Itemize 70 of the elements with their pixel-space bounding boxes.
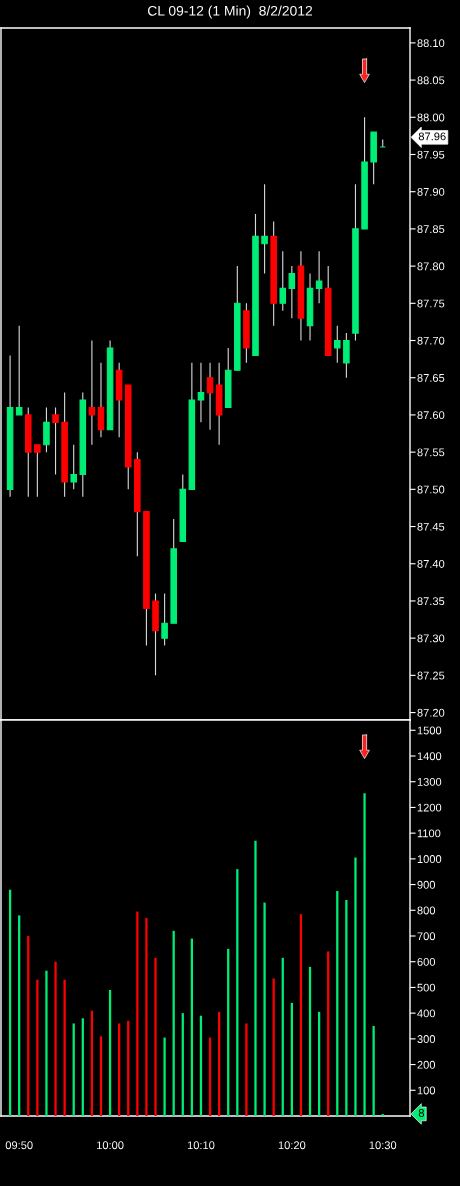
bar <box>163 1037 166 1116</box>
x-tick-label: 10:20 <box>278 1141 306 1150</box>
y-tick-label: 87.80 <box>417 262 445 271</box>
bar <box>254 840 257 1116</box>
chart-title: CL 09-12 (1 Min) 8/2/2012 <box>147 5 313 19</box>
candlestick <box>70 444 77 490</box>
y-tick-label: 87.40 <box>417 560 445 568</box>
y-tick-label: 87.95 <box>417 150 445 159</box>
bar <box>145 918 148 1116</box>
y-tick-label: 87.45 <box>417 522 445 531</box>
x-tick-label: 10:00 <box>97 1141 124 1150</box>
y-tick-label: 500 <box>417 983 436 992</box>
y-tick-label: 600 <box>417 957 436 966</box>
y-tick-label: 88.05 <box>417 76 445 85</box>
y-tick-label: 100 <box>417 1086 436 1095</box>
y-tick-label: 87.20 <box>417 708 445 717</box>
y-tick-label: 400 <box>417 1009 436 1018</box>
bar <box>363 793 366 1116</box>
y-tick-label: 87.60 <box>417 411 445 420</box>
x-tick-label: 10:10 <box>187 1141 215 1150</box>
bar <box>345 900 348 1116</box>
bar <box>263 902 266 1116</box>
candlestick <box>52 406 59 476</box>
y-tick-label: 87.35 <box>417 597 445 606</box>
candlestick <box>334 325 341 364</box>
candlestick <box>261 183 268 275</box>
candlestick <box>88 339 96 446</box>
y-tick-label: 87.70 <box>417 336 445 345</box>
bar <box>45 970 48 1116</box>
y-tick-label: 300 <box>417 1035 436 1043</box>
bar <box>245 1023 248 1116</box>
candlestick <box>315 250 323 304</box>
candlestick <box>34 444 41 498</box>
candlestick <box>206 362 214 431</box>
x-tick-label: 10:30 <box>369 1141 397 1150</box>
y-tick-label: 87.90 <box>417 187 445 196</box>
y-tick-label: 88.00 <box>417 113 445 122</box>
x-tick-label: 09:50 <box>5 1141 33 1150</box>
y-tick-label: 1000 <box>417 855 442 863</box>
text: 87.96 <box>418 132 446 141</box>
y-tick-label: 1300 <box>417 777 442 786</box>
candlestick <box>161 592 168 647</box>
candlestick <box>43 406 50 453</box>
y-tick-label: 700 <box>417 932 436 941</box>
y-tick-label: 800 <box>417 906 436 915</box>
y-tick-label: 87.55 <box>417 448 445 457</box>
candlestick <box>343 332 350 379</box>
bar <box>63 979 66 1116</box>
candlestick <box>97 362 105 438</box>
y-tick-label: 87.50 <box>417 485 445 494</box>
y-tick-label: 87.85 <box>417 225 445 234</box>
bar <box>154 957 157 1116</box>
candlestick <box>197 362 205 423</box>
y-tick-label: 1100 <box>417 829 441 838</box>
candlestick <box>279 250 287 312</box>
y-tick-label: 87.30 <box>417 634 445 643</box>
y-tick-label: 900 <box>417 880 436 889</box>
bar <box>354 857 357 1116</box>
bar <box>54 961 57 1116</box>
y-tick-label: 1500 <box>417 726 442 735</box>
y-tick-label: 87.75 <box>417 299 445 308</box>
candlestick <box>288 265 296 319</box>
y-tick-label: 1400 <box>417 752 442 761</box>
text: 8 <box>418 1109 425 1117</box>
candlestick <box>15 325 23 416</box>
y-tick-label: 1200 <box>417 803 442 812</box>
y-tick-label: 87.65 <box>417 373 445 382</box>
y-tick-label: 87.25 <box>417 671 445 680</box>
y-tick-label: 200 <box>417 1060 436 1069</box>
y-tick-label: 88.10 <box>417 39 445 48</box>
